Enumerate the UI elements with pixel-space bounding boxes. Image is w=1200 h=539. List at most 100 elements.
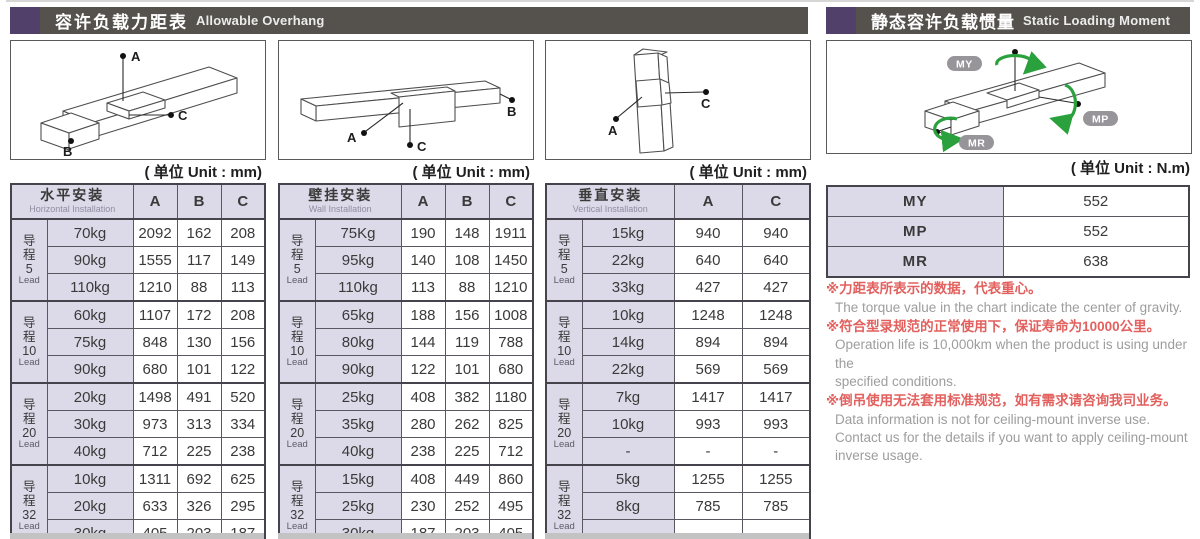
note-zh: ※力距表所表示的数据，代表重心。 bbox=[826, 281, 1042, 296]
leader-label-a: A bbox=[131, 49, 141, 64]
lead-group-cell: 导程 10 Lead bbox=[278, 300, 316, 384]
lead-group-line: 导 bbox=[290, 233, 304, 248]
lead-group-line: 10 bbox=[22, 343, 37, 358]
value-cell: 408 bbox=[400, 382, 446, 411]
value-cell: 1180 bbox=[488, 382, 534, 411]
value-cell: 295 bbox=[220, 492, 266, 520]
value-cell: 334 bbox=[220, 410, 266, 438]
lead-group-cell: 导程 20 Lead bbox=[545, 382, 583, 466]
lead-group-line: 程 bbox=[557, 247, 571, 262]
lead-group-en: Lead bbox=[18, 274, 40, 286]
value-cell: - bbox=[673, 437, 743, 466]
lead-group-line: 5 bbox=[560, 261, 568, 276]
leader-label-a: A bbox=[608, 123, 618, 138]
value-cell: 188 bbox=[400, 300, 446, 329]
load-cell: - bbox=[581, 437, 675, 466]
note-en: The torque value in the chart indicate t… bbox=[835, 299, 1183, 315]
note-item: ※符合型录规范的正常使用下，保证寿命为10000公里。 Operation lif… bbox=[826, 317, 1200, 391]
lead-group-cell: 导程 32 Lead bbox=[545, 464, 583, 539]
value-cell: 88 bbox=[176, 273, 222, 302]
rail-side-icon: A B C bbox=[300, 80, 516, 154]
moment-label-cell: MP bbox=[826, 216, 1004, 247]
value-cell: 569 bbox=[673, 355, 743, 384]
column-header-c: C bbox=[220, 183, 266, 220]
mp-badge: MP bbox=[1092, 114, 1109, 126]
lead-group-line: 10 bbox=[557, 343, 572, 358]
footnotes: ※力距表所表示的数据，代表重心。 The torque value in the … bbox=[826, 279, 1200, 465]
lead-group-cell: 导程 10 Lead bbox=[545, 300, 583, 384]
lead-group-cell: 导程 5 Lead bbox=[278, 218, 316, 302]
section-title-zh: 静态容许负载惯量 bbox=[871, 13, 1015, 32]
page-bottom-strip bbox=[545, 533, 809, 539]
value-cell: 520 bbox=[220, 382, 266, 411]
load-cell: 14kg bbox=[581, 328, 675, 356]
wall-installation-table: 壁挂安装 Wall Installation A B C 导程 5 Lead 75Kg 190 14… bbox=[278, 183, 534, 539]
lead-group-line: 导 bbox=[22, 479, 36, 494]
lead-group-cell: 导程 32 Lead bbox=[10, 464, 48, 539]
value-cell: 238 bbox=[220, 437, 266, 466]
column-header-b: B bbox=[176, 183, 222, 220]
load-cell: 22kg bbox=[581, 246, 675, 274]
unit-label-mm: ( 单位 Unit : mm) bbox=[412, 164, 531, 181]
moment-axes-icon: MY MP MR bbox=[924, 49, 1118, 153]
lead-group-line: 程 bbox=[22, 411, 36, 426]
lead-group-line: 程 bbox=[557, 411, 571, 426]
table-title-en: Wall Installation bbox=[308, 203, 372, 214]
load-cell: 7kg bbox=[581, 382, 675, 411]
note-item: ※力距表所表示的数据，代表重心。 The torque value in the … bbox=[826, 279, 1200, 317]
lead-group-line: 5 bbox=[293, 261, 301, 276]
lead-group-line: 20 bbox=[22, 425, 37, 440]
value-cell: 993 bbox=[741, 410, 811, 438]
value-cell: 940 bbox=[673, 218, 743, 247]
lead-group-line: 导 bbox=[22, 315, 36, 330]
value-cell: 313 bbox=[176, 410, 222, 438]
leader-label-b: B bbox=[63, 144, 72, 159]
value-cell: 148 bbox=[444, 218, 490, 247]
page-bottom-strip bbox=[278, 533, 532, 539]
unit-label-mm: ( 单位 Unit : mm) bbox=[144, 164, 263, 181]
value-cell: 149 bbox=[220, 246, 266, 274]
value-cell: 88 bbox=[444, 273, 490, 302]
value-cell: 785 bbox=[673, 492, 743, 520]
load-cell: 65kg bbox=[314, 300, 402, 329]
value-cell: 640 bbox=[741, 246, 811, 274]
value-cell: 894 bbox=[741, 328, 811, 356]
lead-group-line: 导 bbox=[290, 479, 304, 494]
value-cell: 162 bbox=[176, 218, 222, 247]
wall-installation-diagram: A B C bbox=[278, 40, 534, 160]
load-cell: 20kg bbox=[46, 382, 134, 411]
table-title-en: Horizontal Installation bbox=[29, 203, 116, 214]
load-cell: 15kg bbox=[581, 218, 675, 247]
lead-group-en: Lead bbox=[286, 438, 308, 450]
lead-group-line: 导 bbox=[290, 397, 304, 412]
value-cell: 1107 bbox=[132, 300, 178, 329]
load-cell: 20kg bbox=[46, 492, 134, 520]
load-cell: 25kg bbox=[314, 492, 402, 520]
lead-group-line: 导 bbox=[557, 315, 571, 330]
value-cell: 208 bbox=[220, 218, 266, 247]
value-cell: 640 bbox=[673, 246, 743, 274]
section-title-zh: 容许负载力距表 bbox=[55, 13, 188, 32]
value-cell: 712 bbox=[488, 437, 534, 466]
value-cell: 625 bbox=[220, 464, 266, 493]
value-cell: 119 bbox=[444, 328, 490, 356]
section-title-en: Static Loading Moment bbox=[1023, 13, 1171, 28]
value-cell: 680 bbox=[488, 355, 534, 384]
lead-group-line: 导 bbox=[22, 397, 36, 412]
value-cell: 993 bbox=[673, 410, 743, 438]
value-cell: 940 bbox=[741, 218, 811, 247]
column-header-c: C bbox=[741, 183, 811, 220]
lead-group-line: 5 bbox=[25, 261, 33, 276]
load-cell: 80kg bbox=[314, 328, 402, 356]
load-cell: 5kg bbox=[581, 464, 675, 493]
value-cell: 144 bbox=[400, 328, 446, 356]
lead-group-line: 程 bbox=[290, 493, 304, 508]
lead-group-line: 32 bbox=[290, 507, 305, 522]
horizontal-installation-diagram: A B C bbox=[10, 40, 266, 160]
value-cell: 1450 bbox=[488, 246, 534, 274]
load-cell: 110kg bbox=[314, 273, 402, 302]
moment-label-cell: MY bbox=[826, 185, 1004, 217]
lead-group-line: 32 bbox=[557, 507, 572, 522]
load-cell: 25kg bbox=[314, 382, 402, 411]
